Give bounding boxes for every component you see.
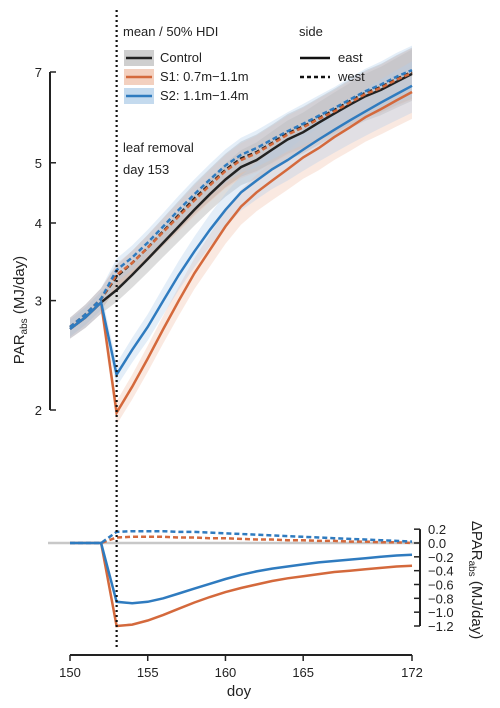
- line-bottom-1: [70, 541, 413, 628]
- x-axis-title: doy: [227, 683, 252, 700]
- bottom-y-tick-label-1: 0.0: [428, 536, 446, 551]
- legend-entry-s2: S2: 1.1m−1.4m: [124, 88, 249, 104]
- x-tick-label-2: 160: [215, 665, 237, 680]
- line-top-5: [69, 84, 413, 378]
- top-y-tick-label-0: 2: [35, 403, 42, 418]
- leaf-removal-annotation: leaf removal day 153: [123, 140, 194, 177]
- bottom-y-axis-title: ΔPARabs (MJ/day): [466, 521, 485, 639]
- legend-entry-east: east: [300, 50, 363, 65]
- legend-side-title: side: [299, 24, 323, 39]
- axes: 2 3 4 5 7 0.20.0−0.2−0.4−0.6−0.8−1.0−1.2 150 15…: [35, 65, 454, 680]
- series-lines: [69, 68, 413, 628]
- line-bottom-2: [70, 535, 413, 545]
- legend-label-s2: S2: 1.1m−1.4m: [160, 88, 249, 103]
- bottom-y-tick-label-6: −1.0: [428, 605, 454, 620]
- legend-entry-west: west: [300, 69, 365, 84]
- top-y-tick-label-1: 3: [35, 294, 42, 309]
- x-tick-label-3: 165: [292, 665, 314, 680]
- line-top-6: [69, 68, 413, 328]
- x-tick-label-4: 172: [401, 665, 423, 680]
- band-1: [70, 49, 412, 339]
- legend-label-control: Control: [160, 50, 202, 65]
- top-y-axis-title: PARabs (MJ/day): [11, 256, 30, 364]
- bottom-y-tick-label-3: −0.4: [428, 564, 454, 579]
- bottom-y-tick-label-5: −0.8: [428, 591, 454, 606]
- legend-entry-s1: S1: 0.7m−1.1m: [124, 69, 249, 85]
- x-tick-label-1: 155: [137, 665, 159, 680]
- legend-label-east: east: [338, 50, 363, 65]
- band-2: [70, 47, 412, 337]
- line-bottom-4: [70, 529, 413, 545]
- legend-title: mean / 50% HDI: [123, 24, 218, 39]
- legend-label-s1: S1: 0.7m−1.1m: [160, 69, 249, 84]
- annotation-line-1: leaf removal: [123, 140, 194, 155]
- annotation-line-2: day 153: [123, 162, 169, 177]
- line-top-4: [69, 71, 413, 328]
- line-top-1: [69, 72, 413, 330]
- top-y-tick-label-3: 5: [35, 156, 42, 171]
- legend-entry-control: Control: [124, 50, 202, 66]
- band-4: [70, 48, 412, 337]
- band-3: [70, 67, 412, 425]
- bottom-y-tick-label-7: −1.2: [428, 619, 454, 634]
- top-y-tick-label-2: 4: [35, 216, 42, 231]
- legend: mean / 50% HDI Control S1: 0.7m−1.1m S2:…: [123, 24, 365, 104]
- bottom-y-tick-label-4: −0.6: [428, 578, 454, 593]
- line-top-3: [69, 90, 413, 417]
- x-tick-label-0: 150: [59, 665, 81, 680]
- legend-label-west: west: [337, 69, 365, 84]
- bottom-y-tick-label-2: −0.2: [428, 550, 454, 565]
- line-bottom-3: [70, 541, 413, 605]
- top-y-tick-label-4: 7: [35, 65, 42, 80]
- bottom-y-tick-label-0: 0.2: [428, 522, 446, 537]
